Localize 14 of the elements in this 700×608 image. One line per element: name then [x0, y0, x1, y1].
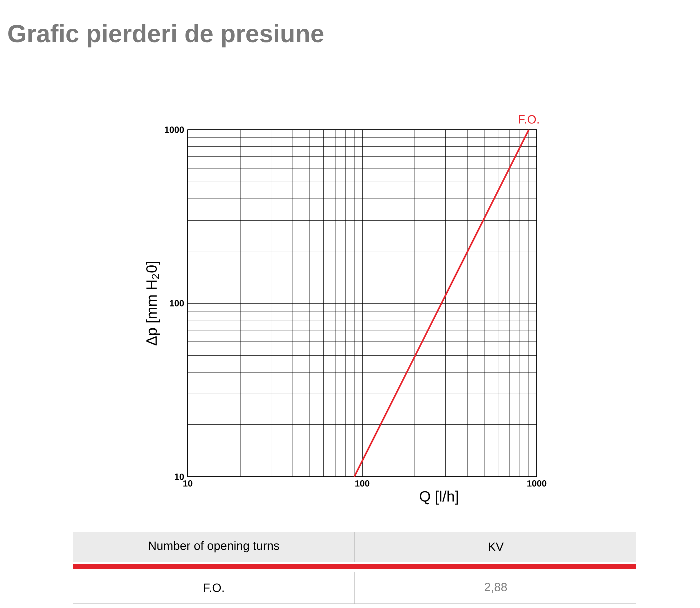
- text: KV: [489, 542, 504, 552]
- text: Number of opening turns: [149, 541, 280, 553]
- y-axis-title: Δp [mm H$_{2}$0]: [146, 262, 160, 346]
- x-tick-label: 1000: [528, 480, 547, 487]
- text: F.O.: [204, 584, 224, 592]
- chart-title: Grafic pierderi de presiune: [8, 24, 324, 48]
- text: 2,88: [484, 583, 508, 593]
- y-tick-label: 100: [170, 300, 184, 307]
- x-tick-label: 100: [356, 480, 370, 487]
- x-tick-label: 10: [184, 480, 193, 487]
- x-axis-title: Q [l/h]: [420, 490, 458, 505]
- y-tick-label: 10: [175, 474, 184, 480]
- y-tick-label: 1000: [165, 126, 184, 134]
- series-label: F.O.: [519, 115, 539, 124]
